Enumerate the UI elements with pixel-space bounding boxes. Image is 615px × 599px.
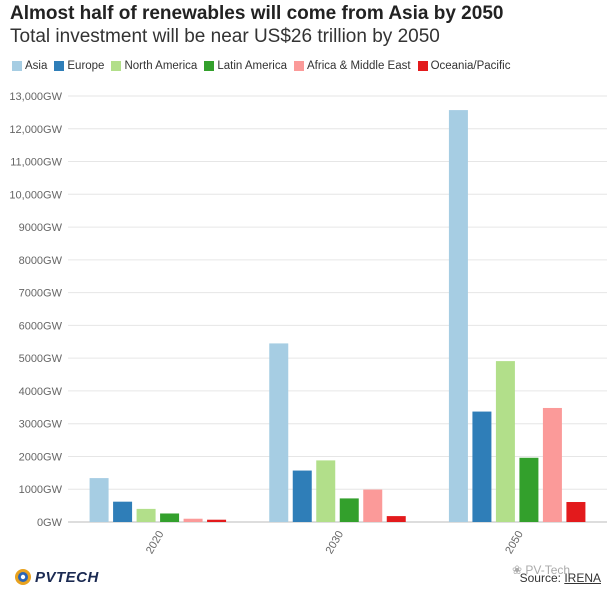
- legend-item[interactable]: Latin America: [204, 60, 287, 72]
- legend-swatch: [12, 61, 22, 71]
- y-tick-label: 2000GW: [19, 451, 63, 463]
- y-tick-label: 1000GW: [19, 484, 63, 496]
- source-prefix: Source:: [519, 571, 565, 585]
- bar-europe-2020: [113, 501, 133, 522]
- legend-item[interactable]: Asia: [12, 60, 47, 72]
- x-tick-label: 2030: [324, 529, 347, 556]
- y-tick-label: 13,000GW: [9, 91, 62, 103]
- bar-oceania-pacific-2020: [207, 519, 227, 522]
- watermark: ❀ PV-Tech: [512, 563, 570, 577]
- y-tick-label: 11,000GW: [10, 157, 62, 169]
- x-tick-label: 2020: [144, 529, 167, 556]
- y-tick-label: 4000GW: [19, 386, 63, 398]
- bar-europe-2050: [472, 411, 492, 522]
- legend-label: Asia: [25, 60, 48, 72]
- source-note: Source: IRENA: [520, 571, 601, 585]
- source-link[interactable]: IRENA: [564, 571, 601, 585]
- bar-africa-middle-east-2030: [363, 489, 383, 522]
- wechat-icon: ❀: [512, 563, 526, 577]
- bar-europe-2030: [292, 470, 312, 522]
- legend-swatch: [417, 61, 428, 71]
- watermark-text: PV-Tech: [525, 563, 571, 577]
- legend-swatch: [294, 61, 305, 71]
- y-tick-label: 8000GW: [19, 255, 63, 267]
- bar-asia-2020: [89, 478, 109, 522]
- y-tick-label: 0GW: [37, 517, 63, 529]
- legend-swatch: [111, 61, 122, 71]
- y-tick-label: 7000GW: [19, 288, 63, 300]
- x-tick-label: 2050: [503, 529, 526, 556]
- bar-north-america-2050: [495, 361, 515, 522]
- y-tick-label: 5000GW: [19, 353, 63, 365]
- bar-africa-middle-east-2050: [542, 407, 562, 522]
- chart-subtitle: Total investment will be near US$26 tril…: [10, 26, 440, 47]
- logo-icon: [15, 569, 31, 585]
- legend-label: Europe: [67, 60, 105, 72]
- y-tick-label: 12,000GW: [9, 124, 62, 136]
- bar-oceania-pacific-2050: [566, 502, 586, 522]
- legend-item[interactable]: Africa & Middle East: [294, 60, 411, 72]
- legend-label: Africa & Middle East: [307, 60, 411, 72]
- legend-label: North America: [124, 60, 198, 72]
- y-tick-label: 3000GW: [19, 419, 63, 431]
- legend-item[interactable]: Oceania/Pacific: [417, 60, 511, 72]
- legend-swatch: [204, 61, 215, 71]
- bar-oceania-pacific-2030: [386, 516, 406, 522]
- bar-north-america-2030: [316, 460, 336, 522]
- y-tick-label: 10,000GW: [9, 189, 62, 201]
- chart-title: Almost half of renewables will come from…: [10, 3, 504, 24]
- bar-latin-america-2020: [160, 513, 180, 522]
- legend-item[interactable]: Europe: [54, 60, 104, 72]
- legend: Asia Europe North America Latin America Afri…: [12, 60, 517, 72]
- legend-label: Latin America: [217, 60, 288, 72]
- logo-text: PVTECH: [35, 568, 99, 586]
- pvtech-logo: PVTECH: [14, 568, 99, 586]
- bar-chart: 0GW 1000GW 2000GW 3000GW 4000GW 5000GW 6000GW 7…: [9, 91, 607, 556]
- bar-asia-2030: [269, 343, 289, 522]
- bar-north-america-2020: [136, 508, 156, 522]
- bar-africa-middle-east-2020: [183, 518, 203, 522]
- bar-asia-2050: [448, 110, 468, 523]
- bar-latin-america-2050: [519, 457, 539, 522]
- y-tick-label: 6000GW: [19, 320, 63, 332]
- legend-swatch: [54, 61, 65, 71]
- legend-label: Oceania/Pacific: [430, 60, 511, 72]
- legend-item[interactable]: North America: [111, 60, 197, 72]
- bar-latin-america-2030: [339, 498, 359, 522]
- y-tick-label: 9000GW: [19, 222, 63, 234]
